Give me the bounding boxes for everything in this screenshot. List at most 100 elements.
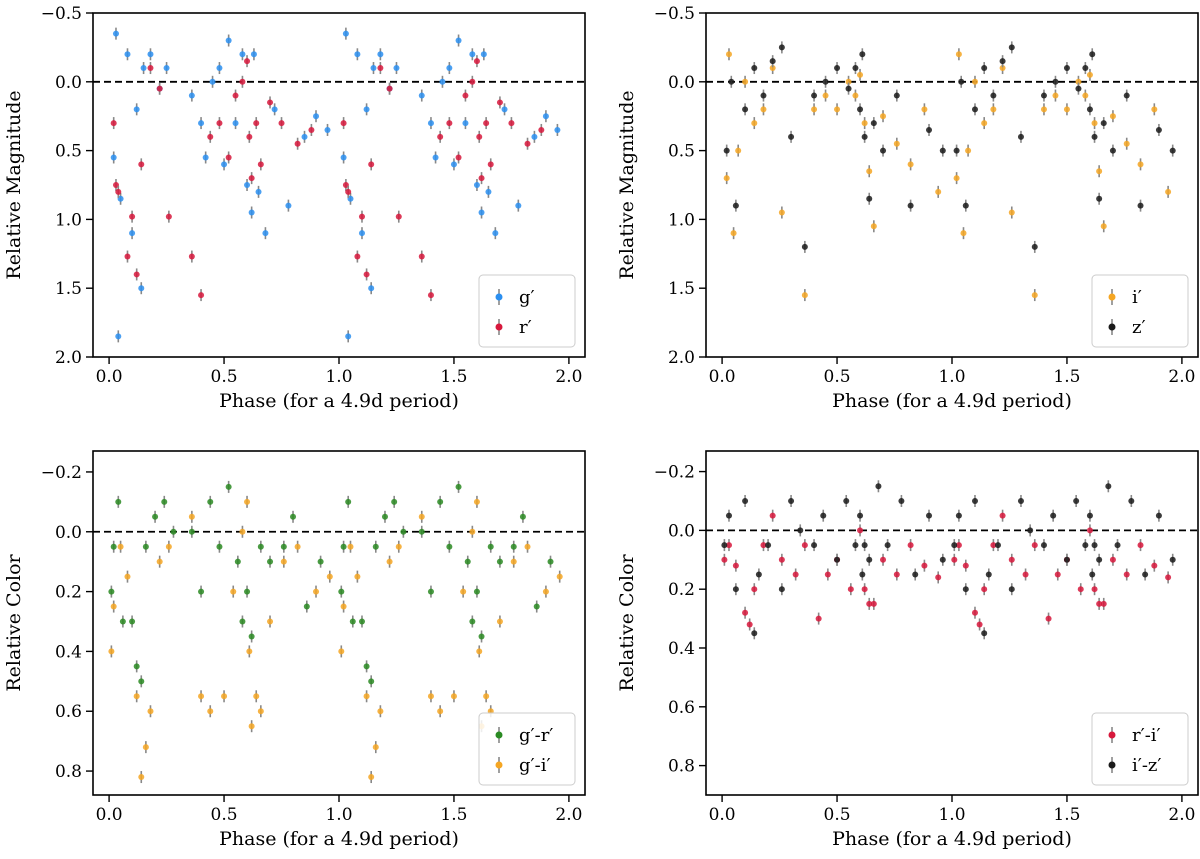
panel-top-right-ytick-label: 0.5 [668,142,695,162]
panel-bottom-right-point-b [732,586,739,593]
panel-top-left-point-b [253,120,260,127]
panel-top-left-point-a [285,202,292,209]
panel-top-right-point-a [1040,106,1047,113]
panel-top-right-point-b [1123,92,1130,99]
panel-bottom-left-point-b [230,588,237,595]
panel-top-right-point-b [981,65,988,72]
panel-bottom-right-ytick-label: 0.4 [668,639,695,659]
panel-bottom-right-point-b [1128,497,1135,504]
panel-bottom-left-point-a [437,498,444,505]
panel-top-left-point-a [138,285,145,292]
panel-top-left-point-a [313,113,320,120]
panel-bottom-right-point-b [857,512,864,519]
panel-bottom-left-point-a [340,543,347,550]
panel-top-right-xtick-label: 1.0 [938,367,965,387]
panel-top-right-point-b [1082,65,1089,72]
panel-top-left-point-a [124,51,131,58]
panel-top-left-point-b [478,175,485,182]
panel-bottom-left-point-b [363,693,370,700]
panel-top-left-point-b [294,140,301,147]
panel-bottom-left-point-b [372,744,379,751]
panel-top-right-point-b [811,92,818,99]
panel-top-left-ytick-label: 2.0 [55,348,82,368]
panel-top-left-point-b [248,175,255,182]
panel-bottom-left-point-b [253,693,260,700]
panel-top-right-point-b [822,78,829,85]
panel-top-left-xtick-label: 2.0 [555,367,582,387]
panel-bottom-right-point-a [769,512,776,519]
panel-top-right-point-a [861,120,868,127]
panel-top-left-point-b [278,120,285,127]
panel-bottom-right-ylabel: Relative Color [616,553,638,691]
panel-bottom-right-point-b [1096,556,1103,563]
panel-top-right-point-b [893,92,900,99]
panel-bottom-right-ytick-label: 0.0 [668,521,695,541]
panel-bottom-right-marks [706,480,1198,640]
panel-top-right-point-b [845,85,852,92]
panel-bottom-right-point-b [1169,556,1176,563]
panel-bottom-left-xtick-label: 0.0 [96,805,123,825]
panel-top-left-point-b [395,213,402,220]
panel-top-right-point-a [1100,223,1107,230]
panel-top-left-point-b [368,161,375,168]
panel-bottom-right-point-a [935,574,942,581]
panel-bottom-right-xtick-label: 1.0 [938,805,965,825]
panel-bottom-left-marks [93,480,585,784]
panel-top-right-point-b [880,147,887,154]
panel-top-right-ytick-label: 2.0 [668,348,695,368]
panel-top-left-point-a [515,202,522,209]
panel-bottom-left-point-b [437,708,444,715]
panel-bottom-right-xlabel: Phase (for a 4.9d period) [832,828,1072,850]
panel-top-left-point-b [165,213,172,220]
panel-top-left-point-b [246,133,253,140]
panel-top-left-point-a [239,51,246,58]
panel-bottom-left-point-b [347,543,354,550]
panel-bottom-right-point-a [866,600,873,607]
panel-top-left-point-a [485,188,492,195]
panel-top-left-point-a [232,120,239,127]
panel-top-left-point-b [110,120,117,127]
panel-top-right-ytick-label: 1.5 [668,279,695,299]
panel-bottom-left-point-a [455,483,462,490]
panel-top-left-point-b [437,133,444,140]
panel-top-right-point-a [1052,92,1059,99]
panel-top-right-point-a [760,106,767,113]
panel-bottom-left-point-b [156,558,163,565]
panel-bottom-left-point-a [108,588,115,595]
panel-bottom-right-point-b [955,512,962,519]
panel-bottom-left-point-a [290,513,297,520]
panel-bottom-left-point-b [207,708,214,715]
panel-bottom-right-xtick-label: 0.5 [824,805,851,825]
panel-bottom-left-point-a [152,513,159,520]
panel-top-left-point-a [250,51,257,58]
panel-top-left-point-b [133,271,140,278]
panel-top-right-point-a [921,106,928,113]
panel-top-right-point-b [801,243,808,250]
panel-bottom-right-point-b [1142,571,1149,578]
panel-top-left-point-b [358,213,365,220]
panel-top-left-point-a [147,51,154,58]
panel-top-right-point-a [1151,106,1158,113]
panel-top-right-point-b [866,195,873,202]
panel-bottom-right-point-a [1091,586,1098,593]
panel-top-left-ytick-label: 0.0 [55,73,82,93]
panel-top-left-point-b [267,99,274,106]
panel-top-right-point-b [857,106,864,113]
panel-bottom-left-point-b [338,648,345,655]
panel-bottom-left-point-b [395,543,402,550]
panel-top-right-xtick-label: 0.0 [709,367,736,387]
panel-top-right-point-a [1096,168,1103,175]
panel-top-right-ylabel: Relative Magnitude [616,90,638,279]
panel-bottom-right-point-b [811,542,818,549]
panel-top-right-point-b [778,44,785,51]
panel-bottom-left-point-b [476,648,483,655]
panel-bottom-right-point-b [852,542,859,549]
panel-bottom-left-point-b [450,693,457,700]
panel-bottom-left-point-a [207,498,214,505]
panel-top-right-point-b [939,147,946,154]
panel-bottom-left-point-a [519,513,526,520]
panel-top-left-point-b [216,120,223,127]
panel-top-right-point-b [1100,120,1107,127]
panel-bottom-right-ytick-label: 0.8 [668,757,695,777]
